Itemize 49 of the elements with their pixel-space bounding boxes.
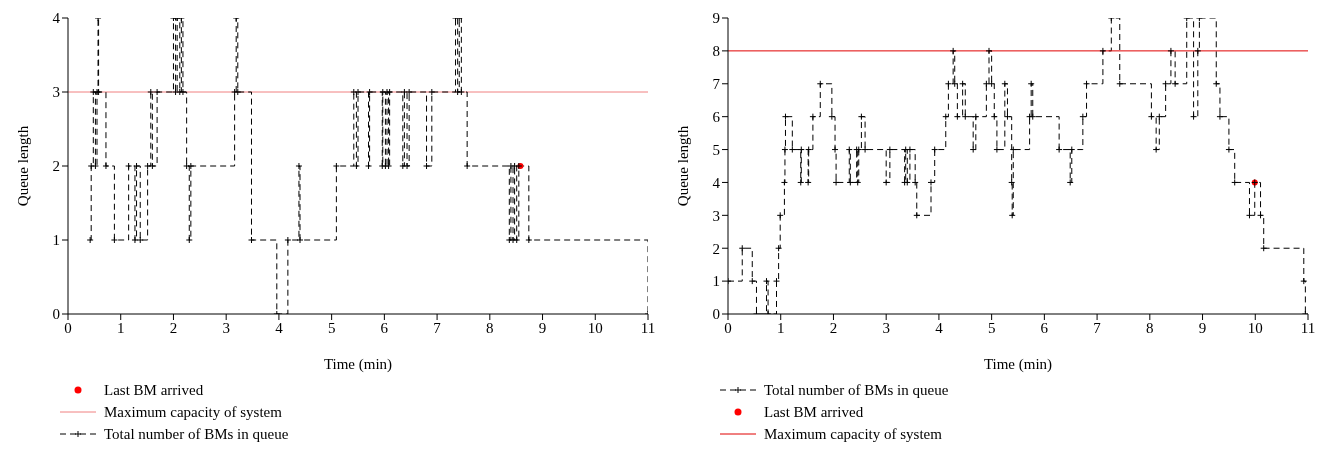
x-tick-label: 3 [882, 319, 890, 336]
legend-label: Last BM arrived [764, 403, 864, 422]
x-tick-label: 2 [829, 319, 838, 336]
x-tick-label: 9 [1198, 319, 1207, 336]
x-tick-label: 4 [275, 319, 284, 336]
x-tick-label: 1 [116, 319, 125, 336]
y-tick-label: 8 [712, 43, 720, 60]
legend-label: Maximum capacity of system [104, 403, 282, 422]
x-tick-label: 4 [935, 319, 944, 336]
y-tick-label: 3 [712, 207, 720, 224]
x-tick-label: 7 [433, 319, 442, 336]
y-tick-label: 3 [52, 84, 60, 101]
y-tick-label: 4 [712, 174, 721, 191]
x-tick-label: 9 [538, 319, 547, 336]
x-tick-label: 10 [587, 319, 603, 336]
y-tick-label: 4 [52, 10, 61, 27]
x-tick-label: 10 [1247, 319, 1263, 336]
x-tick-label: 5 [327, 319, 336, 336]
y-tick-label: 1 [712, 273, 720, 290]
y-tick-label: 5 [712, 141, 720, 158]
x-tick-label: 11 [1300, 319, 1316, 336]
x-tick-label: 11 [640, 319, 656, 336]
x-tick-label: 0 [64, 319, 72, 336]
legend-label: Total number of BMs in queue [104, 425, 289, 444]
x-tick-label: 8 [1146, 319, 1154, 336]
x-axis-title: Time (min) [323, 356, 393, 373]
y-axis-title: Queue length [15, 125, 32, 207]
legend-label: Total number of BMs in queue [764, 381, 949, 400]
legend-label: Maximum capacity of system [764, 425, 942, 444]
x-tick-label: 7 [1093, 319, 1102, 336]
x-tick-label: 6 [380, 319, 389, 336]
x-tick-label: 0 [724, 319, 732, 336]
x-tick-label: 6 [1040, 319, 1049, 336]
y-axis-title: Queue length [675, 125, 692, 207]
y-tick-label: 9 [712, 10, 720, 27]
y-tick-label: 0 [52, 306, 60, 323]
legend-label: Last BM arrived [104, 381, 204, 400]
x-tick-label: 2 [169, 319, 178, 336]
y-tick-label: 0 [712, 306, 720, 323]
x-tick-label: 3 [222, 319, 230, 336]
x-axis-title: Time (min) [983, 356, 1053, 373]
y-tick-label: 2 [712, 240, 720, 257]
x-tick-label: 5 [987, 319, 996, 336]
y-tick-label: 6 [712, 108, 721, 125]
y-tick-label: 1 [52, 232, 60, 249]
x-tick-label: 1 [776, 319, 785, 336]
y-tick-label: 2 [52, 158, 60, 175]
y-tick-label: 7 [712, 76, 721, 93]
x-tick-label: 8 [486, 319, 494, 336]
